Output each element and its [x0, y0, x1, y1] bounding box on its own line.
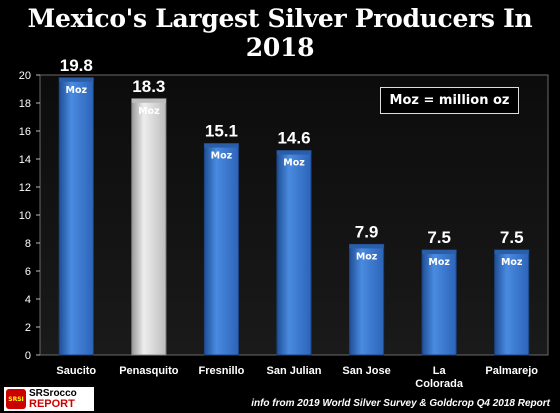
logo-line2: REPORT [29, 398, 75, 410]
y-tick-label: 6 [25, 266, 31, 278]
bar-fresnillo [203, 143, 239, 356]
value-label: 19.8 [60, 56, 93, 75]
bar-cap [204, 143, 239, 148]
bar-cap [422, 250, 457, 254]
bar-cap [59, 77, 94, 82]
category-label: Palmarejo [485, 365, 538, 377]
bar-saucito [58, 77, 94, 356]
bar-unit-label: Moz [211, 151, 233, 162]
y-tick-label: 20 [19, 70, 31, 82]
y-tick-label: 8 [25, 238, 31, 250]
bar-cap [131, 98, 166, 103]
category-label: La [433, 365, 447, 377]
category-label: San Jose [342, 365, 390, 377]
y-tick-label: 2 [25, 322, 31, 334]
bar-unit-label: Moz [66, 85, 88, 96]
y-tick-label: 0 [25, 350, 31, 362]
category-label: San Julian [266, 365, 321, 377]
bar-unit-label: Moz [501, 257, 523, 268]
y-tick-label: 4 [25, 294, 31, 306]
value-label: 14.6 [277, 129, 310, 148]
y-tick-label: 16 [19, 126, 31, 138]
y-tick-label: 10 [19, 210, 31, 222]
bar-palmarejo [494, 249, 530, 356]
value-label: 7.9 [355, 222, 379, 241]
bar-cap [276, 150, 312, 155]
value-label: 7.5 [500, 228, 524, 247]
source-note: info from 2019 World Silver Survey & Gol… [251, 398, 550, 409]
bar-cap [349, 244, 384, 249]
chart-title: Mexico's Largest Silver Producers In 201… [27, 4, 533, 62]
bar-penasquito [131, 98, 167, 356]
logo: SRSI SRSrocco REPORT [4, 387, 94, 411]
bar-unit-label: Moz [283, 158, 305, 169]
bar-unit-label: Moz [138, 106, 160, 117]
units-note: Moz = million oz [380, 87, 519, 114]
bar-san-jose [349, 243, 385, 356]
category-label: Colorada [415, 378, 464, 390]
category-label: Saucito [56, 365, 96, 377]
value-label: 7.5 [427, 228, 451, 247]
y-tick-label: 14 [19, 154, 31, 166]
bar-unit-label: Moz [428, 257, 450, 268]
bar-cap [494, 250, 529, 254]
bar-unit-label: Moz [356, 251, 378, 262]
y-tick-label: 12 [19, 182, 31, 194]
category-label: Fresnillo [199, 365, 245, 377]
bar-la-colorada [421, 249, 457, 356]
logo-badge: SRSI [6, 389, 26, 409]
bar-san-julian [276, 150, 312, 356]
y-tick-label: 18 [19, 98, 31, 110]
value-label: 15.1 [205, 122, 238, 141]
category-label: Penasquito [119, 365, 179, 377]
logo-text: SRSrocco REPORT [29, 388, 77, 410]
logo-line1: SRSrocco [29, 388, 77, 399]
value-label: 18.3 [132, 77, 165, 96]
